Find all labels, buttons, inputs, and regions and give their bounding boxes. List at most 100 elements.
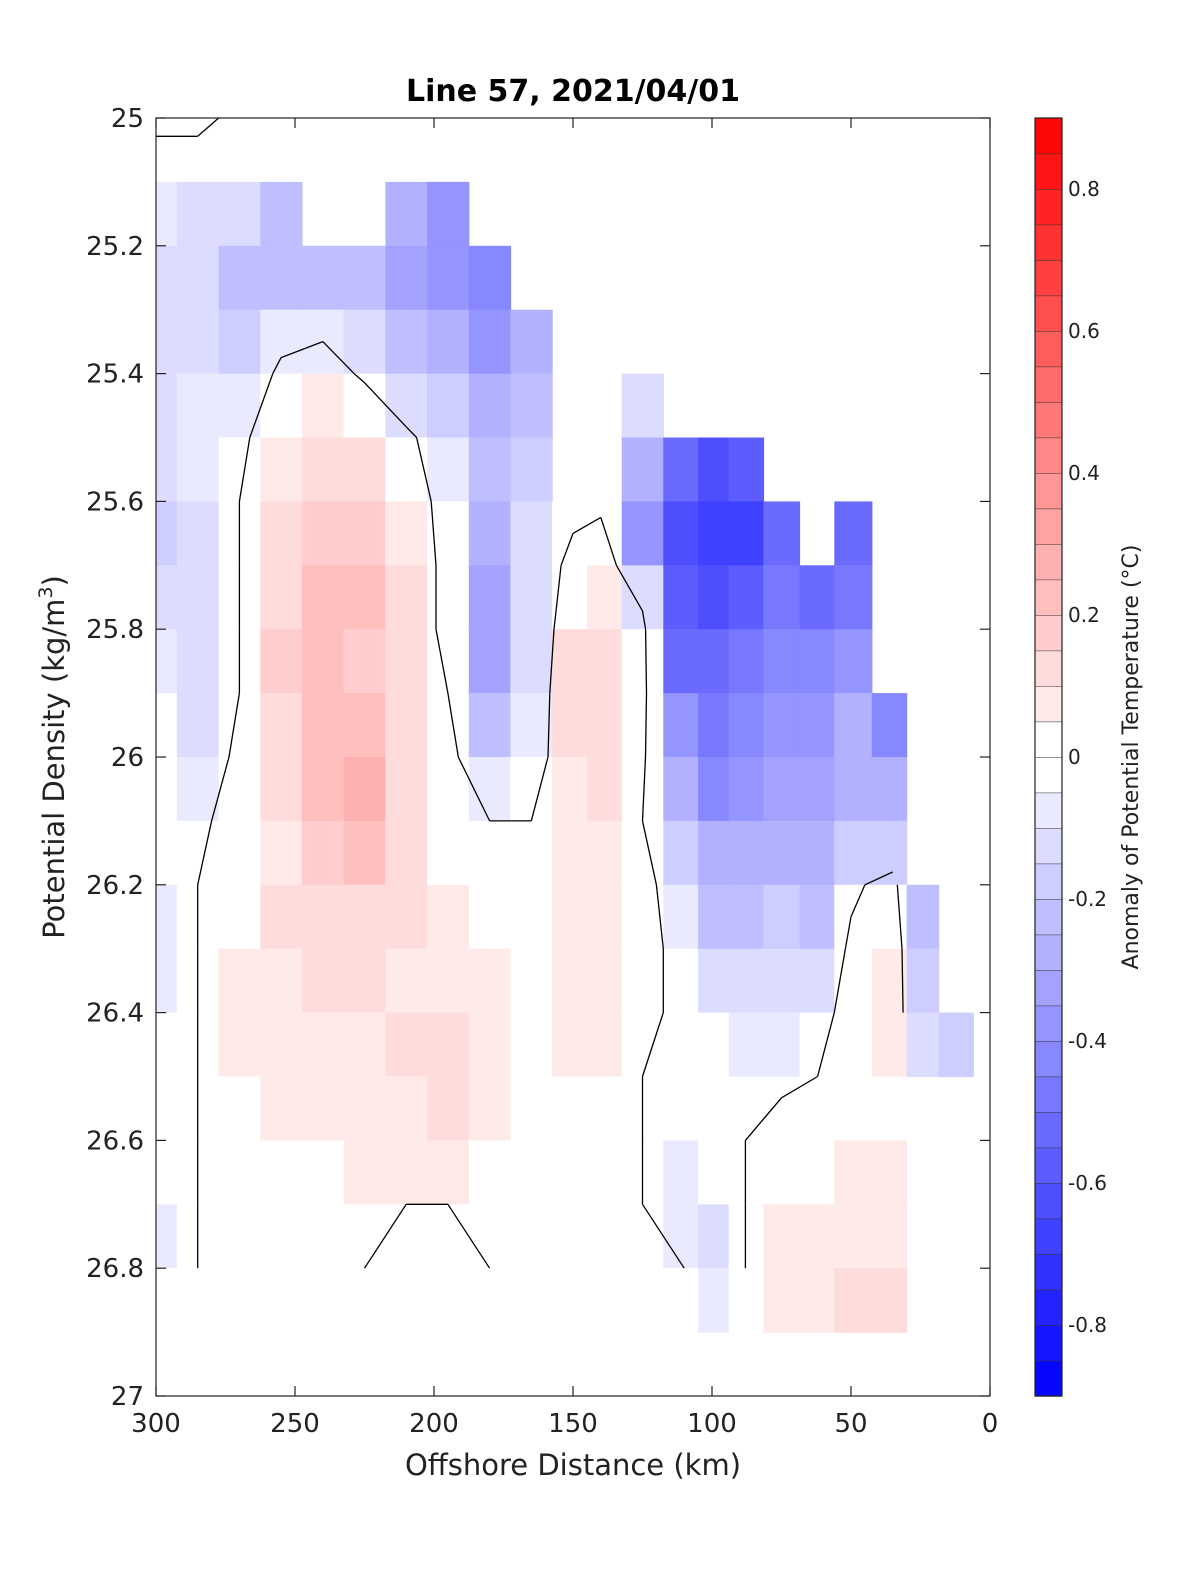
y-tick-label: 25.6 (86, 487, 144, 517)
y-tick-label: 25 (111, 104, 144, 134)
field-cell (301, 373, 345, 439)
field-cell (663, 565, 699, 630)
colorbar-segment (1034, 224, 1063, 261)
contour-segment (641, 1012, 664, 1077)
field-cell (586, 1140, 623, 1205)
field-cell (763, 820, 801, 886)
field-cell (552, 948, 588, 1014)
field-cell (260, 373, 303, 439)
contour-segment (549, 629, 555, 694)
field-cell (510, 1204, 553, 1269)
field-cell (468, 757, 512, 822)
field-cell (156, 693, 178, 758)
field-cell (871, 1012, 908, 1078)
field-cell (301, 884, 345, 950)
colorbar-tick-label: 0.4 (1068, 461, 1100, 485)
field-cell (260, 181, 303, 247)
field-cell (728, 565, 765, 630)
field-cell (218, 1076, 261, 1141)
field-cell (385, 693, 428, 758)
field-cell (552, 693, 588, 758)
field-cell (427, 629, 470, 694)
field-cell (799, 820, 835, 886)
field-cell (468, 1140, 512, 1205)
field-cell (260, 1140, 303, 1205)
anomaly-field (156, 118, 974, 1333)
field-cell (728, 1140, 765, 1205)
colorbar-segment (1034, 543, 1063, 581)
colorbar-segment (1034, 1147, 1063, 1184)
field-cell (510, 501, 553, 566)
field-cell (728, 693, 765, 758)
field-cell (834, 1076, 873, 1141)
field-cell (385, 820, 428, 886)
field-cell (385, 309, 428, 375)
colorbar-segment (1034, 1111, 1063, 1149)
field-cell (728, 1268, 765, 1333)
field-cell (799, 1076, 835, 1141)
field-cell (301, 757, 345, 822)
field-cell (218, 1140, 261, 1205)
field-cell (799, 1012, 835, 1078)
field-cell (728, 757, 765, 822)
field-cell (176, 501, 220, 566)
field-cell (343, 1268, 386, 1333)
colorbar-segment (1034, 295, 1063, 332)
field-cell (468, 373, 512, 439)
y-tick-label: 25.2 (86, 232, 144, 262)
field-cell (834, 501, 873, 566)
field-cell (834, 884, 873, 950)
field-cell (728, 629, 765, 694)
field-cell (728, 884, 765, 950)
colorbar-segment (1034, 1182, 1063, 1220)
field-cell (510, 820, 553, 886)
colorbar-segment (1034, 756, 1063, 794)
x-tick-label: 200 (409, 1409, 459, 1439)
field-cell (218, 1012, 261, 1078)
field-cell (156, 1076, 178, 1141)
field-cell (698, 1268, 730, 1333)
field-cell (156, 501, 178, 566)
x-tick-label: 0 (982, 1409, 999, 1439)
field-cell (385, 437, 428, 502)
field-cell (763, 501, 801, 566)
field-cell (343, 437, 386, 502)
colorbar-segment (1034, 1040, 1063, 1078)
field-cell (698, 1076, 730, 1141)
field-cell (260, 1076, 303, 1141)
field-cell (176, 118, 220, 183)
field-cell (156, 118, 178, 183)
field-cell (218, 693, 261, 758)
field-cell (799, 757, 835, 822)
contour-segment (844, 916, 852, 949)
field-cell (468, 1012, 512, 1078)
field-cell (427, 1140, 470, 1205)
field-cell (427, 373, 470, 439)
colorbar-segment (1034, 472, 1063, 510)
field-cell (663, 693, 699, 758)
field-cell (834, 1204, 873, 1269)
field-cell (176, 245, 220, 311)
field-cell (385, 245, 428, 311)
field-cell (510, 948, 553, 1014)
field-cell (663, 501, 699, 566)
field-cell (698, 1012, 730, 1078)
contour-segment (560, 533, 574, 566)
field-cell (586, 565, 623, 630)
y-tick-label: 25.8 (86, 615, 144, 645)
field-cell (218, 1268, 261, 1333)
field-cell (385, 757, 428, 822)
contour-segment (744, 1097, 782, 1141)
field-cell (343, 820, 386, 886)
field-cell (156, 1140, 178, 1205)
colorbar-segment (1034, 330, 1063, 368)
field-cell (871, 1204, 908, 1269)
field-cell (799, 1268, 835, 1333)
field-cell (834, 565, 873, 630)
field-cell (427, 1204, 470, 1269)
colorbar: -0.8 -0.6 -0.4 -0.2 0 0.2 0.4 0.6 0.8 (1034, 117, 1107, 1397)
field-cell (728, 1012, 765, 1078)
colorbar-tick-label: 0.6 (1068, 319, 1100, 343)
field-cell (427, 1268, 470, 1333)
field-cell (343, 948, 386, 1014)
